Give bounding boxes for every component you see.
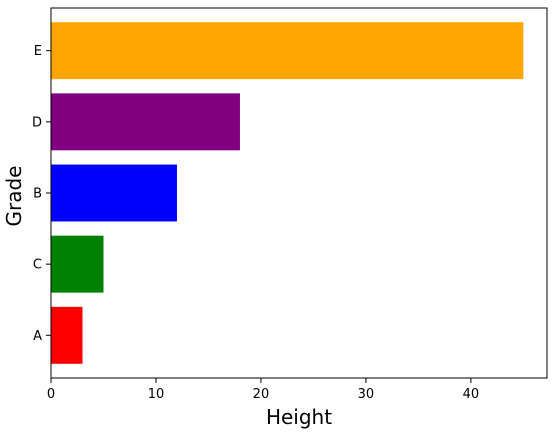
x-tick-label: 0: [47, 387, 55, 402]
bar-E: [51, 22, 524, 80]
ticks-layer: 0 10 20 30 40 A C B D E: [32, 44, 479, 402]
y-tick-label-A: A: [33, 329, 42, 344]
bar-A: [51, 306, 83, 364]
bars-layer: [51, 22, 524, 364]
x-tick-label: 10: [148, 387, 165, 402]
x-axis-title: Height: [266, 405, 332, 429]
y-axis-title: Grade: [2, 166, 26, 227]
x-tick-label: 40: [463, 387, 480, 402]
y-tick-label-D: D: [32, 115, 42, 130]
bar-B: [51, 164, 177, 222]
x-tick-label: 30: [358, 387, 375, 402]
bar-C: [51, 235, 104, 293]
x-tick-label: 20: [253, 387, 270, 402]
y-tick-label-C: C: [33, 258, 42, 273]
y-tick-label-E: E: [34, 44, 42, 59]
bar-D: [51, 93, 240, 151]
y-tick-label-B: B: [33, 187, 42, 202]
